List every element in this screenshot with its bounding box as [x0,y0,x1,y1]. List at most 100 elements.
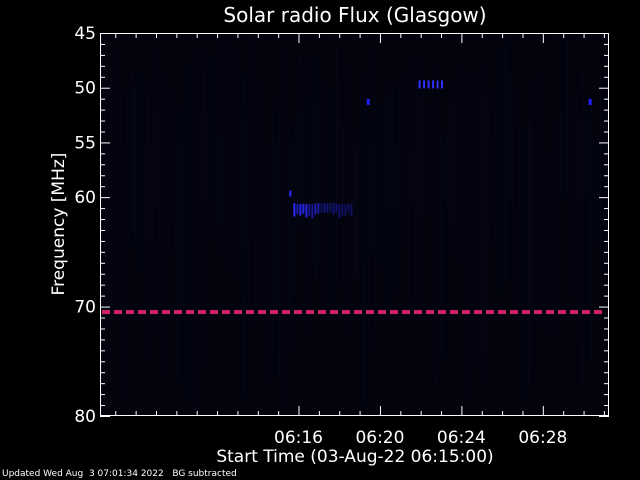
emission-streak [347,203,350,213]
noise-streak [153,49,154,243]
emission-streak [299,204,302,216]
noise-streak [516,127,517,288]
interference-dash [426,310,434,315]
x-axis-title: Start Time (03-Aug-22 06:15:00) [216,447,493,467]
noise-streak [249,42,250,387]
interference-dash [306,310,314,315]
noise-streak [387,96,388,309]
noise-streak [522,128,523,398]
noise-streak [180,109,181,315]
noise-streak [129,83,130,315]
interference-dash [570,310,578,315]
noise-streak [438,33,439,379]
noise-streak [354,146,355,278]
noise-streak [450,77,451,259]
noise-streak [165,85,166,378]
noise-streak [537,74,538,332]
noise-streak [171,122,172,223]
interference-dash [246,310,254,315]
noise-streak [216,35,217,312]
noise-streak [429,107,430,215]
noise-streak [255,36,256,326]
interference-dash [258,310,266,315]
y-tick-label: 50 [74,79,96,99]
noise-streak [552,119,553,333]
noise-streak [237,90,238,285]
noise-streak [285,111,286,280]
interference-dash [126,310,134,315]
bg-subtracted-note: BG subtracted [172,469,237,479]
interference-dash [294,310,302,315]
noise-streak [402,74,403,248]
noise-streak [540,86,541,277]
noise-streak [234,43,235,282]
noise-streak [123,145,124,407]
noise-streak [414,51,415,300]
emission-streak [293,203,296,217]
emission-dash [427,80,430,89]
noise-streak [606,33,607,263]
interference-dash [162,310,170,315]
emission-streak [296,204,299,214]
noise-streak [393,78,394,396]
noise-streak [549,61,550,402]
noise-streak [573,63,574,298]
noise-streak [210,137,211,244]
interference-dash [150,310,158,315]
noise-streak [561,111,562,195]
noise-streak [120,91,121,232]
noise-streak [420,58,421,323]
noise-streak [267,141,268,343]
noise-streak [366,75,367,264]
interference-dash [198,310,206,315]
interference-dash [102,310,110,315]
noise-streak [336,45,337,283]
emission-dash [423,80,426,89]
noise-streak [150,81,151,360]
noise-streak [501,45,502,293]
noise-streak [252,41,253,234]
noise-streak [339,79,340,201]
noise-streak [147,89,148,245]
noise-streak [348,60,349,355]
noise-streak [297,112,298,227]
noise-streak [570,100,571,328]
noise-streak [372,117,373,254]
noise-streak [519,124,520,212]
interference-dash [342,310,350,315]
noise-streak [375,48,376,349]
emission-streak [329,203,332,212]
interference-dash [462,310,470,315]
interference-dash [510,310,518,315]
interference-dash [210,310,218,315]
noise-streak [591,102,592,363]
noise-streak [324,52,325,300]
noise-streak [186,80,187,344]
noise-streak [597,113,598,259]
noise-streak [465,96,466,401]
noise-streak [498,116,499,238]
noise-streak [528,115,529,384]
noise-streak [507,33,508,293]
noise-streak [156,43,157,204]
noise-streak [264,140,265,339]
noise-streak [378,106,379,267]
noise-streak [195,43,196,411]
interference-dash [414,310,422,315]
noise-streak [306,94,307,201]
noise-streak [177,144,178,383]
noise-streak [546,150,547,330]
interference-dash [438,310,446,315]
noise-streak [258,78,259,312]
y-tick-label: 45 [74,24,96,44]
noise-streak [351,60,352,332]
noise-streak [588,72,589,305]
noise-streak [399,85,400,212]
noise-streak [303,70,304,198]
noise-streak [243,73,244,398]
noise-streak [492,136,493,217]
x-tick-label: 06:20 [355,428,404,448]
noise-streak [291,138,292,352]
y-tick-label: 70 [74,298,96,318]
